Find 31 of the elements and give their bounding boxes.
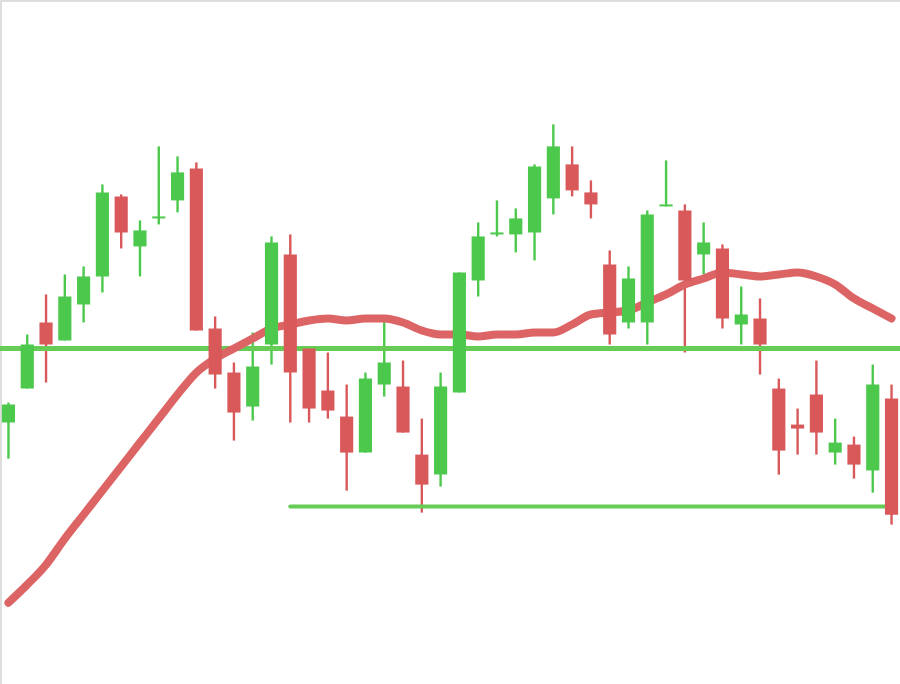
candlestick: [584, 179, 598, 220]
candlestick: [471, 221, 485, 298]
candlestick: [415, 417, 429, 514]
candlestick: [208, 315, 222, 390]
candlestick: [58, 273, 72, 342]
candlestick: [377, 319, 391, 398]
candlestick: [77, 265, 91, 324]
candlestick: [246, 331, 260, 422]
candlestick: [340, 383, 354, 492]
candlestick: [20, 333, 34, 390]
candlestick: [114, 193, 128, 250]
candlestick: [152, 145, 166, 226]
candlestick: [321, 351, 335, 420]
candlestick: [170, 155, 185, 214]
candlestick: [509, 207, 523, 254]
candlestick: [791, 407, 805, 456]
candlestick: [1, 401, 16, 460]
candlestick: [565, 145, 579, 198]
candlestick: [828, 417, 842, 466]
candlestick: [659, 159, 673, 208]
candlestick: [621, 265, 636, 330]
candlestick: [809, 359, 823, 456]
candlestick: [133, 219, 147, 278]
candlestick: [396, 359, 410, 434]
candlestick: [39, 293, 53, 384]
candlestick: [490, 199, 504, 238]
candlestick: [227, 361, 241, 442]
candlestick: [847, 435, 861, 480]
candlestick: [697, 221, 711, 276]
candlestick: [753, 297, 767, 376]
candlestick: [734, 285, 748, 346]
